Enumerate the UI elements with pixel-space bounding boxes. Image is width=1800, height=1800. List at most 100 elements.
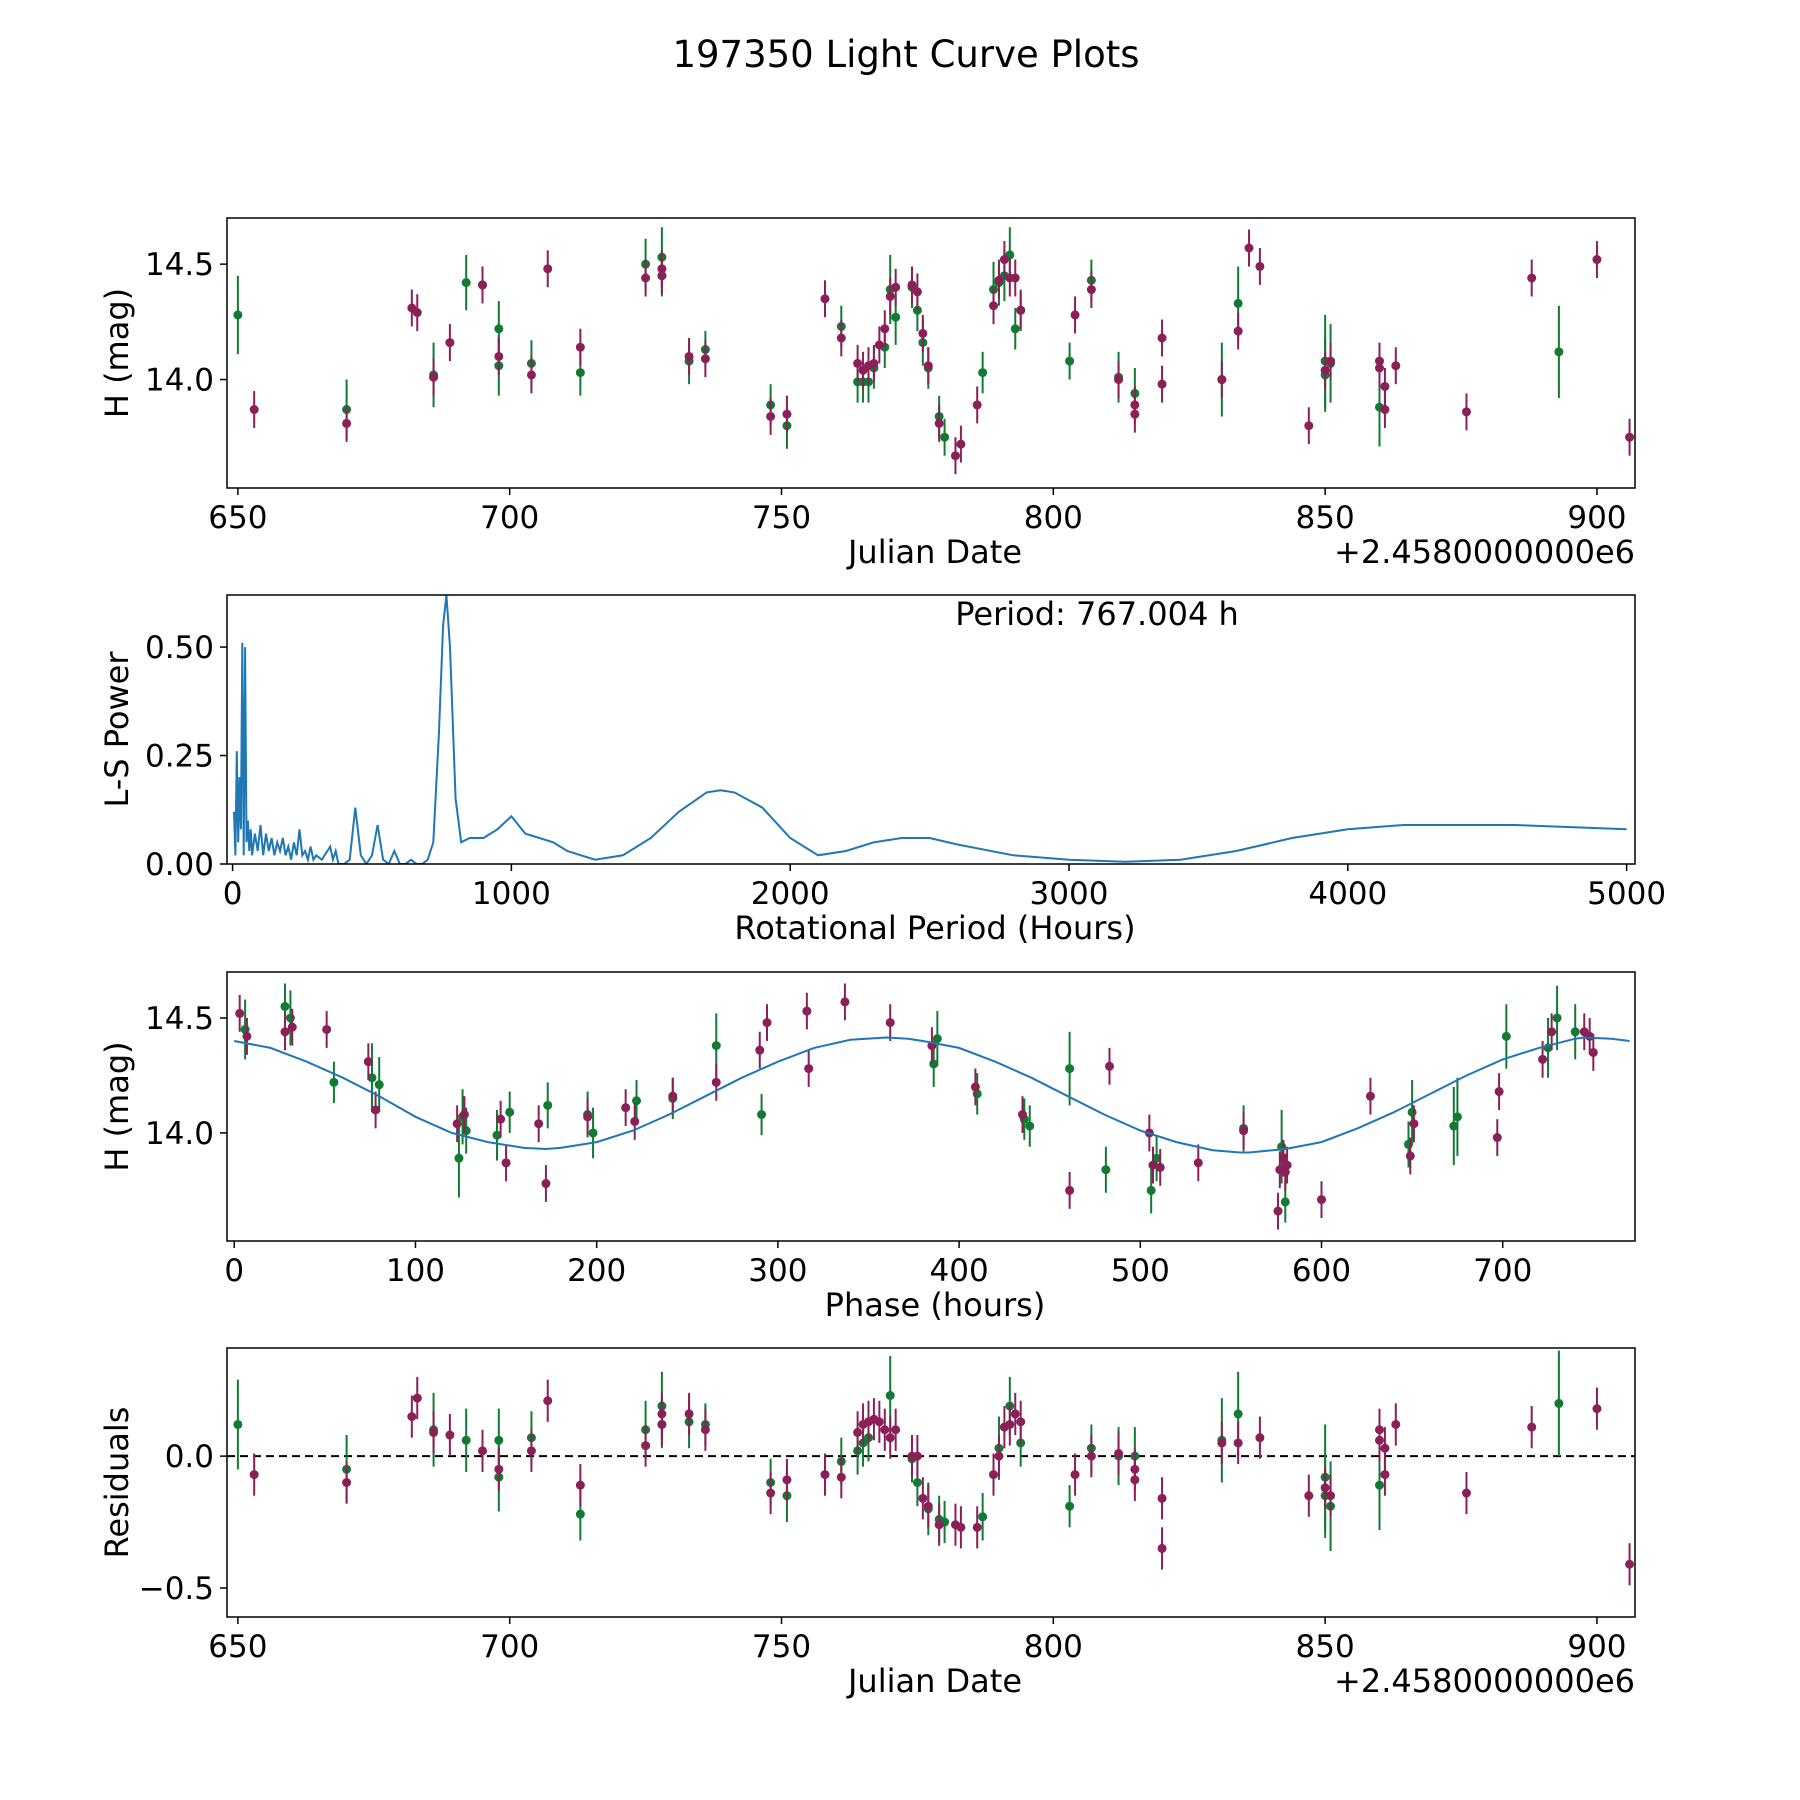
x-tick-label: 600 xyxy=(1292,1253,1351,1289)
data-point-zr xyxy=(1492,1133,1502,1143)
data-point-zr xyxy=(1018,1110,1028,1120)
x-tick-label: 0 xyxy=(224,1253,244,1289)
panels: 650 700 750 800 850 900 14.0 14.5 Julian Date H (… xyxy=(98,217,1666,1700)
data-point-zg xyxy=(1501,1031,1511,1041)
data-point-zr xyxy=(534,1119,544,1129)
data-point-zr xyxy=(494,1464,504,1474)
data-point-zg xyxy=(233,310,243,320)
x-tick-label: 650 xyxy=(208,1629,267,1665)
data-point-zg xyxy=(978,1512,988,1522)
data-point-zr xyxy=(1005,1419,1015,1429)
data-point-zr xyxy=(989,301,999,311)
data-point-zr xyxy=(543,1396,553,1406)
data-point-zr xyxy=(853,358,863,368)
data-point-zg xyxy=(1449,1121,1459,1131)
data-point-zr xyxy=(445,1430,455,1440)
data-point-zr xyxy=(478,280,488,290)
x-tick-label: 700 xyxy=(480,1629,539,1665)
data-point-zr xyxy=(541,1179,551,1189)
x-offset-text: +2.4580000000e6 xyxy=(1334,533,1635,571)
data-point-zg xyxy=(1280,1197,1290,1207)
data-point-zr xyxy=(874,340,884,350)
x-tick-label: 900 xyxy=(1567,1629,1626,1665)
data-layer xyxy=(234,983,1630,1230)
y-axis-label: L-S Power xyxy=(98,651,136,808)
data-point-zg xyxy=(329,1077,339,1087)
data-point-zg xyxy=(285,1013,295,1023)
data-point-zr xyxy=(762,1018,772,1028)
data-point-zg xyxy=(575,1509,585,1519)
data-point-zr xyxy=(287,1022,297,1032)
data-point-zr xyxy=(1114,375,1124,385)
data-point-zg xyxy=(978,368,988,378)
series-line-L-S power xyxy=(233,595,1627,864)
data-point-zr xyxy=(1104,1061,1114,1071)
data-point-zg xyxy=(494,324,504,334)
data-point-zg xyxy=(543,1100,553,1110)
data-point-zr xyxy=(1157,1493,1167,1503)
x-tick-label: 400 xyxy=(930,1253,989,1289)
y-tick-label: 14.0 xyxy=(145,363,214,399)
x-tick-label: 2000 xyxy=(751,876,830,912)
data-point-zr xyxy=(804,1064,814,1074)
y-axis-label: H (mag) xyxy=(98,288,136,418)
data-point-zr xyxy=(1365,1091,1375,1101)
x-tick-label: 5000 xyxy=(1587,876,1666,912)
x-tick-label: 0 xyxy=(223,876,243,912)
data-point-zr xyxy=(1010,273,1020,283)
data-point-zr xyxy=(1625,432,1635,442)
data-point-zr xyxy=(1086,1451,1096,1461)
data-point-zr xyxy=(1405,1151,1415,1161)
data-point-zg xyxy=(1552,1013,1562,1023)
data-point-zr xyxy=(869,358,879,368)
data-point-zr xyxy=(1304,421,1314,431)
x-tick-label: 700 xyxy=(1473,1253,1532,1289)
data-point-zr xyxy=(575,342,585,352)
y-axis-label: Residuals xyxy=(98,1407,136,1559)
data-point-zr xyxy=(874,1417,884,1427)
data-point-zr xyxy=(1304,1491,1314,1501)
data-point-zg xyxy=(1233,1409,1243,1419)
y-tick-label: 0.00 xyxy=(145,847,214,883)
data-layer xyxy=(233,227,1635,475)
y-tick-label: 14.5 xyxy=(145,1001,214,1037)
data-point-zr xyxy=(934,418,944,428)
data-point-zr xyxy=(912,287,922,297)
data-point-zg xyxy=(711,1041,721,1051)
y-tick-label: 0.0 xyxy=(165,1439,214,1475)
data-point-zg xyxy=(454,1153,464,1163)
data-point-zr xyxy=(429,372,439,382)
data-point-zr xyxy=(820,294,830,304)
data-point-zr xyxy=(543,264,553,274)
data-point-zr xyxy=(912,1451,922,1461)
panel-light-curve: 650 700 750 800 850 900 14.0 14.5 Julian Date H (… xyxy=(98,217,1636,571)
data-point-zr xyxy=(885,1018,895,1028)
data-point-zr xyxy=(630,1116,640,1126)
data-point-zg xyxy=(461,1435,471,1445)
data-point-zr xyxy=(363,1057,373,1067)
data-point-zr xyxy=(1070,1470,1080,1480)
data-point-zg xyxy=(1146,1185,1156,1195)
axes-frame xyxy=(226,971,1636,1242)
data-point-zg xyxy=(367,1073,377,1083)
x-tick-label: 850 xyxy=(1296,1629,1355,1665)
x-axis-label: Julian Date xyxy=(846,533,1022,571)
period-annotation: Period: 767.004 h xyxy=(955,595,1239,633)
data-point-zr xyxy=(1217,1438,1227,1448)
data-point-zr xyxy=(782,409,792,419)
data-point-zr xyxy=(918,1493,928,1503)
data-point-zr xyxy=(1157,379,1167,389)
data-point-zr xyxy=(994,275,1004,285)
data-point-zr xyxy=(853,1427,863,1437)
x-tick-label: 100 xyxy=(386,1253,445,1289)
x-tick-label: 700 xyxy=(480,500,539,536)
data-point-zg xyxy=(1065,356,1075,366)
data-point-zr xyxy=(880,1425,890,1435)
data-point-zr xyxy=(1380,1470,1390,1480)
data-point-zr xyxy=(1114,1448,1124,1458)
data-point-zr xyxy=(1326,1491,1336,1501)
data-point-zg xyxy=(461,1126,471,1136)
y-tick-label: 0.25 xyxy=(145,739,214,775)
data-point-zr xyxy=(1320,365,1330,375)
axes-frame xyxy=(226,217,1636,489)
